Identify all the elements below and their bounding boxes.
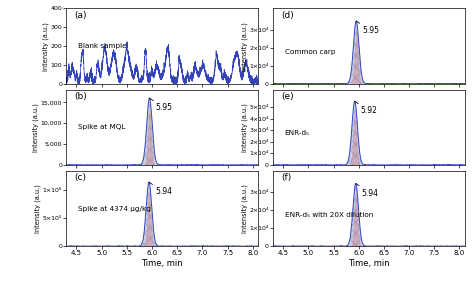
- Text: (b): (b): [74, 92, 87, 101]
- Text: (c): (c): [74, 173, 86, 182]
- Text: (d): (d): [281, 11, 293, 20]
- Y-axis label: Intensity (a.u.): Intensity (a.u.): [35, 184, 41, 233]
- Text: (f): (f): [281, 173, 291, 182]
- Y-axis label: Intensity (a.u.): Intensity (a.u.): [242, 22, 248, 70]
- Y-axis label: Intensity (a.u.): Intensity (a.u.): [242, 103, 248, 152]
- Text: 5.94: 5.94: [149, 182, 172, 196]
- Text: Spike at MQL: Spike at MQL: [78, 124, 125, 130]
- Y-axis label: Intensity (a.u.): Intensity (a.u.): [33, 103, 39, 152]
- Text: Blank sample: Blank sample: [78, 43, 127, 49]
- Text: 5.95: 5.95: [149, 98, 173, 112]
- Text: ENR-d₅ with 20X dilution: ENR-d₅ with 20X dilution: [284, 212, 373, 218]
- Text: ENR-d₅: ENR-d₅: [284, 130, 310, 136]
- Text: Spike at 4374 μg/kg: Spike at 4374 μg/kg: [78, 205, 151, 212]
- Text: (a): (a): [74, 11, 87, 20]
- X-axis label: Time, min: Time, min: [348, 259, 390, 268]
- Y-axis label: Intensity (a.u.): Intensity (a.u.): [242, 184, 248, 233]
- X-axis label: Time, min: Time, min: [141, 259, 183, 268]
- Text: Common carp: Common carp: [284, 49, 335, 55]
- Text: 5.92: 5.92: [355, 101, 378, 115]
- Text: (e): (e): [281, 92, 293, 101]
- Text: 5.95: 5.95: [356, 21, 379, 35]
- Text: 5.94: 5.94: [356, 183, 379, 198]
- Y-axis label: Intensity (a.u.): Intensity (a.u.): [43, 22, 49, 70]
